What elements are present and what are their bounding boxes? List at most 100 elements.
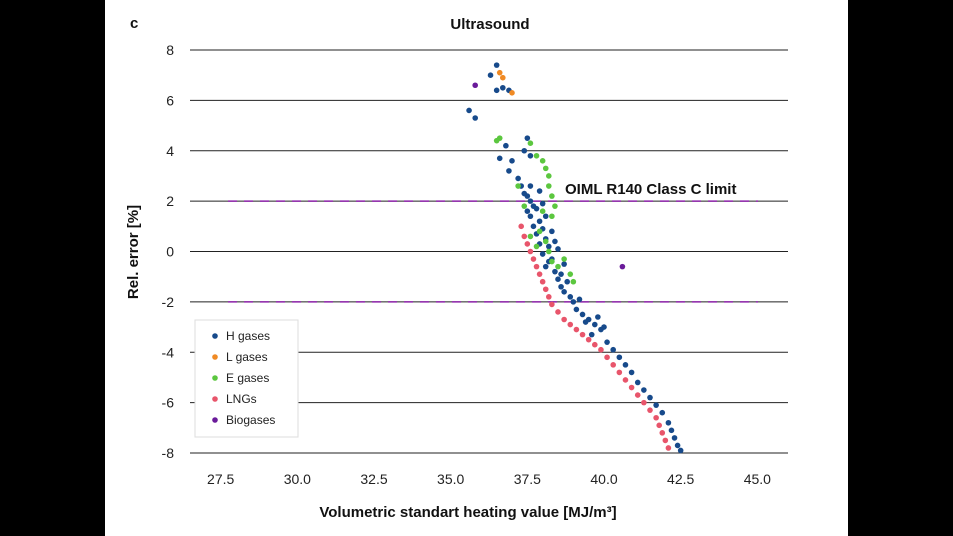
scatter-chart: c Ultrasound 8 6 4 2 0 -2 -4 -6 -8 27.5 30.0 32.5 3… — [125, 15, 788, 521]
legend-marker-l-gases — [212, 354, 218, 360]
point-e-gases — [539, 208, 546, 214]
point-lngs — [533, 263, 540, 270]
point-e-gases — [567, 271, 574, 277]
point-h-gases — [592, 321, 598, 328]
point-h-gases — [524, 135, 531, 141]
point-h-gases — [487, 72, 494, 78]
point-lngs — [561, 316, 567, 323]
point-h-gases — [539, 200, 546, 207]
y-tick-label: -6 — [162, 395, 175, 411]
point-h-gases — [533, 205, 540, 212]
point-h-gases — [570, 299, 577, 305]
point-h-gases — [536, 188, 543, 194]
point-lngs — [518, 223, 524, 230]
point-h-gases — [573, 306, 580, 313]
y-tick-labels: 8 6 4 2 0 -2 -4 -6 -8 — [162, 42, 175, 461]
y-tick-label: -2 — [162, 294, 175, 310]
point-h-gases — [472, 115, 479, 121]
y-axis-title: Rel. error [%] — [125, 205, 142, 299]
point-e-gases — [546, 248, 552, 255]
point-h-gases — [527, 152, 534, 159]
x-tick-label: 40.0 — [590, 471, 617, 487]
point-lngs — [604, 354, 610, 361]
point-h-gases — [509, 158, 515, 164]
point-lngs — [656, 422, 662, 429]
point-e-gases — [527, 140, 534, 146]
point-h-gases — [671, 435, 678, 441]
point-e-gases — [533, 243, 540, 250]
point-lngs — [585, 336, 592, 343]
legend-box — [194, 319, 299, 438]
point-h-gases — [558, 271, 564, 277]
point-h-gases — [552, 238, 558, 245]
point-biogases — [472, 82, 479, 89]
point-h-gases — [515, 175, 521, 182]
y-tick-label: -4 — [162, 344, 175, 360]
x-axis-title: Volumetric standart heating value [MJ/m³… — [319, 504, 616, 521]
point-h-gases — [564, 278, 570, 285]
point-h-gases — [530, 223, 537, 230]
point-h-gases — [668, 427, 675, 434]
point-h-gases — [500, 84, 506, 91]
point-h-gases — [558, 283, 564, 290]
x-tick-label: 30.0 — [284, 471, 311, 487]
point-h-gases — [496, 155, 503, 162]
point-h-gases — [536, 218, 543, 225]
legend-label-l-gases: L gases — [226, 350, 268, 364]
point-lngs — [542, 286, 549, 293]
point-lngs — [567, 321, 574, 328]
point-h-gases — [503, 142, 509, 149]
point-h-gases — [659, 409, 666, 416]
point-h-gases — [579, 311, 586, 318]
legend-label-biogases: Biogases — [226, 413, 275, 427]
point-h-gases — [665, 419, 672, 426]
point-e-gases — [561, 256, 567, 262]
point-e-gases — [549, 258, 555, 265]
point-lngs — [662, 437, 669, 444]
point-lngs — [524, 241, 531, 247]
point-lngs — [647, 407, 653, 413]
point-h-gases — [549, 228, 555, 235]
point-lngs — [573, 326, 580, 333]
point-biogases — [619, 263, 626, 270]
point-lngs — [653, 414, 659, 421]
point-h-gases — [542, 213, 549, 220]
point-lngs — [622, 377, 629, 383]
point-e-gases — [533, 152, 540, 159]
point-e-gases — [542, 165, 549, 172]
point-e-gases — [546, 183, 552, 189]
point-lngs — [539, 278, 546, 285]
point-h-gases — [552, 268, 558, 275]
x-tick-label: 37.5 — [514, 471, 541, 487]
figure-panel: c Ultrasound 8 6 4 2 0 -2 -4 -6 -8 27.5 30.0 32.5 3… — [105, 0, 848, 536]
point-e-gases — [515, 183, 521, 189]
point-h-gases — [506, 168, 512, 174]
x-tick-labels: 27.5 30.0 32.5 35.0 37.5 40.0 42.5 45.0 — [207, 471, 771, 487]
chart-title: Ultrasound — [450, 16, 529, 33]
point-h-gases — [561, 261, 567, 267]
point-lngs — [530, 256, 537, 262]
point-lngs — [579, 331, 586, 338]
point-h-gases — [542, 263, 549, 270]
point-h-gases — [647, 394, 653, 401]
point-l-gases — [500, 74, 506, 81]
point-lngs — [549, 301, 555, 308]
point-h-gases — [641, 387, 647, 393]
point-e-gases — [549, 213, 555, 220]
y-tick-label: 2 — [166, 193, 174, 209]
point-lngs — [641, 399, 647, 406]
x-tick-label: 27.5 — [207, 471, 234, 487]
panel-letter: c — [130, 15, 138, 32]
point-lngs — [555, 309, 561, 315]
point-h-gases — [582, 319, 589, 325]
point-h-gases — [588, 331, 595, 338]
point-h-gases — [622, 362, 629, 368]
limit-lines — [228, 200, 758, 303]
point-h-gases — [493, 62, 500, 68]
point-h-gases — [524, 193, 531, 199]
point-lngs — [634, 392, 641, 398]
legend-marker-lngs — [212, 396, 218, 402]
point-lngs — [610, 362, 616, 368]
legend-label-e-gases: E gases — [226, 371, 269, 385]
point-lngs — [546, 294, 552, 300]
